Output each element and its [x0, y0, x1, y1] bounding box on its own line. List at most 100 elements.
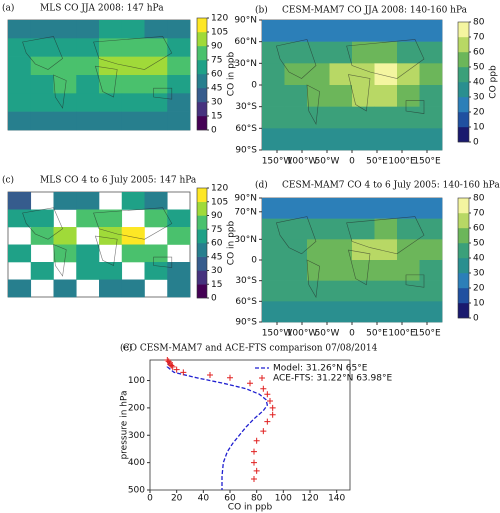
map-cell: [419, 301, 443, 323]
map-cell: [76, 75, 100, 94]
x-tick-label: 100°E: [388, 329, 416, 339]
coastline: [22, 207, 63, 240]
map-cell: [53, 192, 77, 210]
legend-label: Model: 31.26°N 65°E: [273, 364, 368, 374]
colorbar-tick-label: 105: [211, 28, 228, 38]
y-tick-label: 90°S: [235, 146, 257, 156]
map-cell: [30, 56, 54, 76]
y-tick-label: 0: [251, 81, 257, 91]
coastlines: [276, 216, 425, 299]
y-tick-label: 60°S: [235, 124, 257, 134]
map-cell: [30, 262, 54, 280]
colorbar-tick-label: 50: [473, 239, 485, 249]
map-cell: [76, 38, 100, 57]
x-tick-label: 40: [198, 494, 210, 504]
map-cell: [262, 41, 285, 64]
map-cell: [262, 128, 285, 151]
map-cell: [307, 280, 330, 302]
ace-point: [251, 448, 257, 455]
colorbar-swatch: [458, 198, 469, 214]
map-cell: [284, 218, 308, 240]
map-cell: [99, 38, 123, 57]
map-cell: [329, 128, 353, 151]
y-tick-label: 30°S: [235, 276, 257, 286]
y-tick-label: 400: [128, 458, 145, 468]
map-cell: [262, 85, 285, 107]
map-cell: [53, 227, 77, 245]
map-cell: [144, 209, 168, 228]
colorbar-tick-label: 60: [473, 48, 485, 58]
map-cell: [167, 111, 191, 131]
map-cell: [262, 63, 285, 86]
colorbar-tick-label: 90: [211, 211, 223, 221]
map-cell: [397, 280, 420, 302]
colorbar-tick-label: 60: [211, 239, 223, 249]
map-cell: [284, 106, 308, 129]
colorbar-swatch: [458, 273, 469, 289]
colorbar-tick-label: 45: [211, 252, 222, 262]
coastline: [53, 74, 67, 109]
coastline: [94, 235, 118, 266]
map-cell: [144, 244, 168, 263]
map-cell: [8, 192, 32, 210]
coastline: [93, 36, 173, 70]
panel-title: MLS CO 4 to 6 July 2005: 147 hPa: [40, 176, 197, 186]
y-tick-label: 100: [128, 376, 145, 386]
map-cell: [284, 85, 308, 107]
map-cell: [8, 20, 32, 39]
colorbar-swatch: [458, 22, 469, 38]
map-cell: [8, 38, 32, 57]
colorbar-tick-label: 75: [211, 56, 222, 66]
panel-label: (d): [255, 180, 268, 191]
panel-title: CESM-MAM7 CO JJA 2008: 140-160 hPa: [282, 6, 468, 16]
map-cell: [144, 75, 168, 94]
y-tick-label: 500: [128, 486, 145, 496]
map-cell: [167, 209, 191, 228]
colorbar-tick-label: 60: [211, 70, 223, 80]
map-cell: [262, 198, 285, 219]
map-cell: [307, 128, 330, 151]
map-cell: [121, 75, 145, 94]
ace-point: [253, 467, 260, 474]
x-tick-label: 100°W: [287, 157, 318, 167]
map-cell: [397, 20, 420, 42]
colorbar-tick-label: 30: [211, 266, 223, 276]
map-cell: [397, 239, 420, 261]
coastline: [348, 74, 371, 112]
colorbar-tick-label: 0: [211, 294, 217, 304]
map-cell: [262, 280, 285, 302]
map-cell: [374, 41, 398, 64]
map-cell: [374, 198, 398, 219]
map-cell: [99, 111, 123, 131]
map-cell: [352, 301, 375, 323]
colorbar-label: CO in ppb: [227, 51, 237, 96]
y-tick-label: 30°N: [234, 235, 257, 245]
map-cell: [352, 198, 375, 219]
map-cell: [30, 38, 54, 57]
map-cell: [307, 85, 330, 107]
y-tick-label: 0: [251, 256, 257, 266]
colorbar-swatch: [197, 243, 207, 257]
ace-point: [180, 369, 187, 376]
map-cell: [53, 38, 77, 57]
map-cell: [307, 301, 330, 323]
y-tick-label: 90°N: [234, 16, 257, 26]
map-cell: [352, 239, 375, 261]
map-cell: [284, 128, 308, 151]
x-tick-label: 140: [328, 494, 345, 504]
panel-label: (b): [255, 5, 268, 16]
map-cell: [144, 262, 168, 280]
x-tick-label: 100°W: [287, 329, 318, 339]
map-cell: [8, 75, 32, 94]
colorbar-tick-label: 15: [211, 112, 222, 122]
map-cell: [307, 239, 330, 261]
panel-label: (c): [2, 175, 14, 186]
map-cell: [262, 301, 285, 323]
ace-point: [168, 362, 175, 369]
colorbar-swatch: [197, 32, 207, 47]
map-cell: [8, 56, 32, 76]
map-cell: [307, 20, 330, 42]
map-cell: [121, 20, 145, 39]
coastline: [306, 84, 320, 125]
